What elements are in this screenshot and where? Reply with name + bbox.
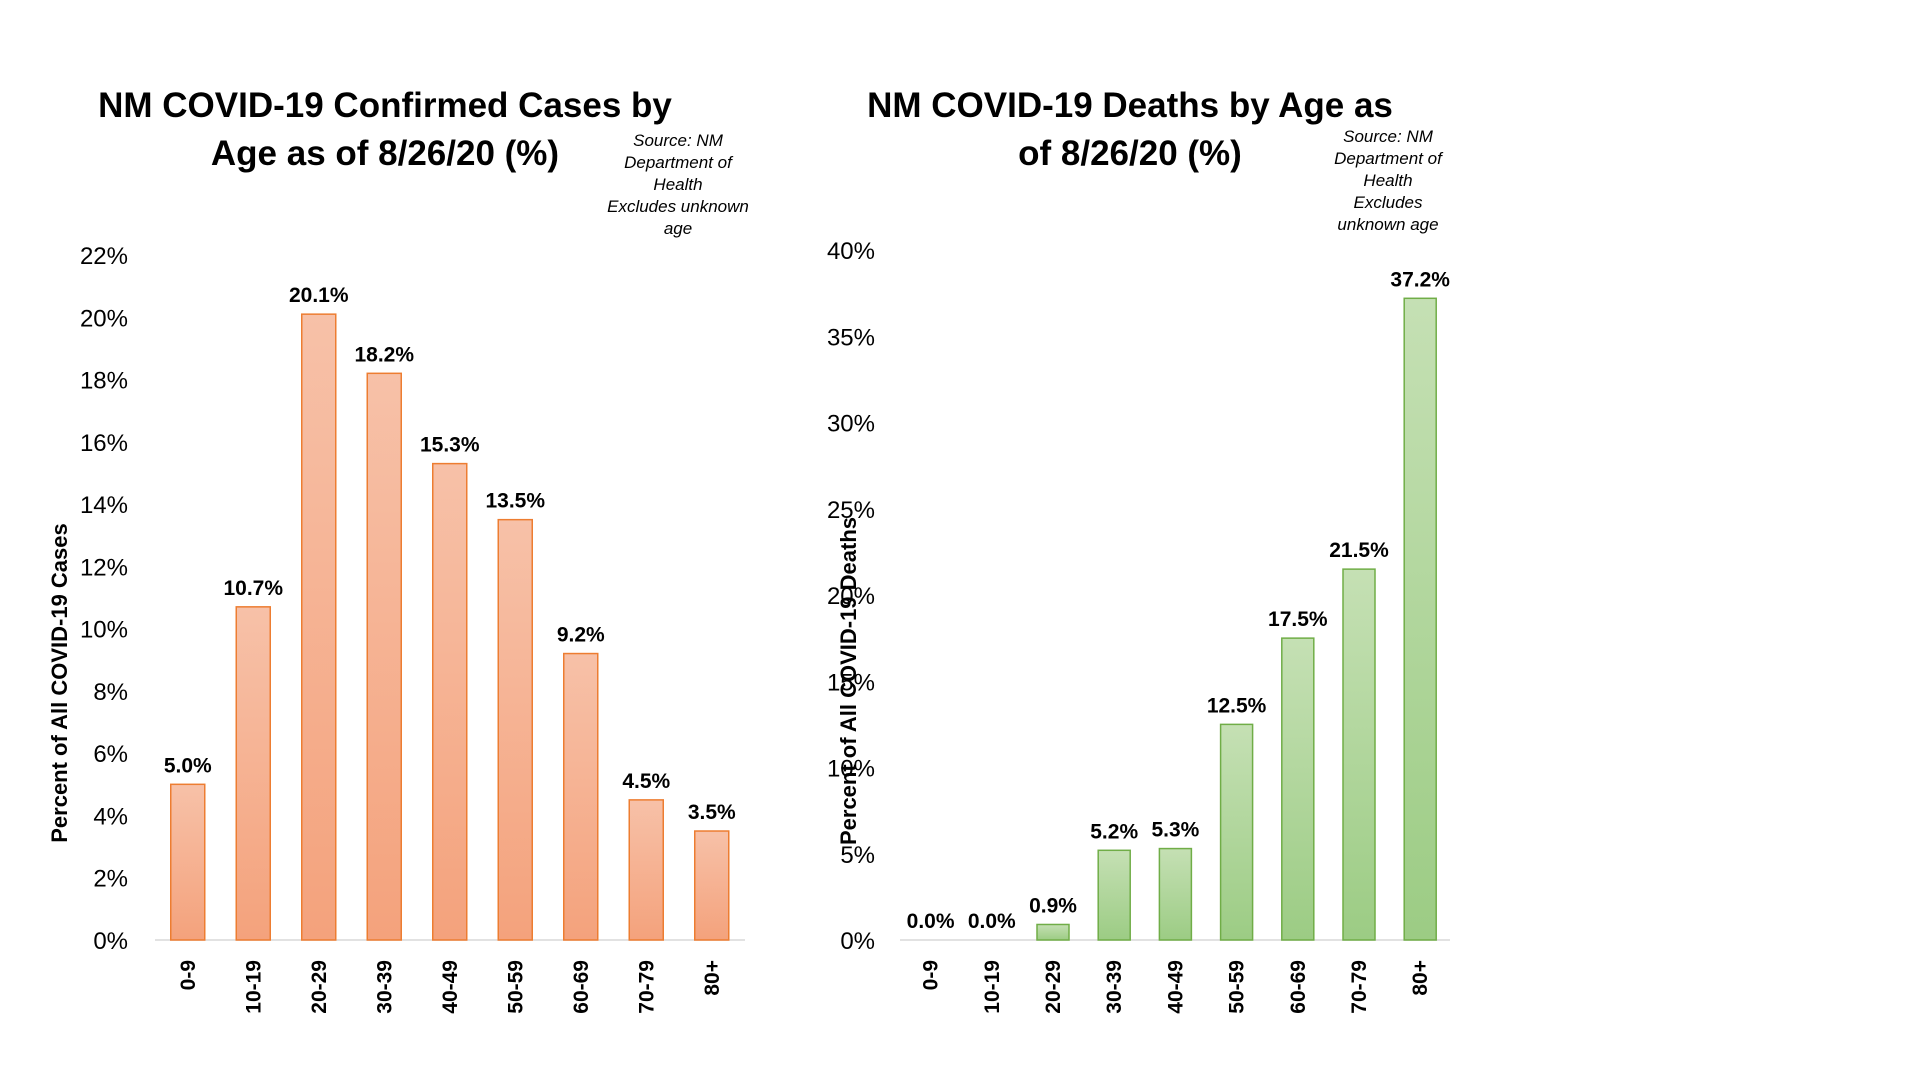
deaths-x-tick-label: 50-59 — [1226, 960, 1249, 1014]
deaths-bar-20-29 — [1036, 923, 1070, 941]
cases-data-label: 18.2% — [354, 343, 414, 366]
cases-bar-20-29 — [301, 313, 337, 941]
cases-x-tick-label: 20-29 — [308, 960, 331, 1014]
deaths-x-tick-label: 20-29 — [1042, 960, 1065, 1014]
deaths-x-tick-label: 30-39 — [1103, 960, 1126, 1014]
deaths-y-tick-label: 30% — [827, 411, 875, 438]
cases-bar-chart: 0% 2% 4% 6% 8% 10% 12% 14% 16% 18% 20% 22% 5.0% 0-9 10… — [80, 243, 745, 1014]
cases-y-tick-label: 16% — [80, 430, 128, 457]
deaths-bar-40-49 — [1158, 847, 1193, 941]
deaths-chart-title: NM COVID-19 Deaths by Age as of 8/26/20 … — [867, 86, 1393, 173]
cases-y-tick-label: 4% — [93, 803, 128, 830]
deaths-data-label: 0.0% — [968, 910, 1016, 933]
deaths-x-tick-label: 80+ — [1409, 960, 1432, 996]
cases-source-note: Source: NM Department of Health Excludes… — [607, 131, 749, 238]
cases-y-tick-label: 14% — [80, 492, 128, 519]
deaths-data-label: 17.5% — [1268, 608, 1328, 631]
cases-data-label: 4.5% — [622, 770, 670, 793]
cases-data-label: 10.7% — [223, 577, 283, 600]
deaths-x-tick-label: 0-9 — [920, 960, 943, 990]
deaths-x-tick-label: 70-79 — [1348, 960, 1371, 1014]
deaths-y-tick-label: 15% — [827, 669, 875, 696]
deaths-y-tick-label: 35% — [827, 324, 875, 351]
cases-x-tick-label: 70-79 — [635, 960, 658, 1014]
deaths-x-tick-label: 40-49 — [1164, 960, 1187, 1014]
deaths-y-tick-label: 0% — [840, 928, 875, 955]
deaths-y-tick-label: 5% — [840, 842, 875, 869]
cases-y-tick-label: 10% — [80, 617, 128, 644]
deaths-data-label: 5.2% — [1090, 820, 1138, 843]
cases-y-tick-label: 2% — [93, 866, 128, 893]
cases-y-tick-label: 0% — [93, 928, 128, 955]
deaths-bar-50-59 — [1219, 723, 1254, 941]
cases-x-tick-label: 50-59 — [504, 960, 527, 1014]
cases-x-tick-label: 30-39 — [373, 960, 396, 1014]
deaths-bar-70-79 — [1342, 568, 1376, 941]
cases-y-tick-label: 22% — [80, 243, 128, 270]
deaths-x-tick-label: 60-69 — [1287, 960, 1310, 1014]
cases-bar-10-19 — [235, 606, 271, 941]
deaths-bar-60-69 — [1281, 637, 1315, 941]
deaths-data-label: 0.0% — [907, 910, 955, 933]
cases-bar-50-59 — [497, 518, 533, 941]
cases-data-label: 20.1% — [289, 284, 349, 307]
deaths-y-tick-label: 40% — [827, 238, 875, 265]
deaths-y-tick-label: 25% — [827, 497, 875, 524]
cases-data-label: 9.2% — [557, 624, 605, 647]
deaths-y-tick-label: 20% — [827, 583, 875, 610]
deaths-y-tick-label: 10% — [827, 756, 875, 783]
deaths-data-label: 37.2% — [1390, 268, 1450, 291]
cases-x-tick-label: 60-69 — [570, 960, 593, 1014]
deaths-bar-30-39 — [1097, 849, 1131, 941]
deaths-data-label: 5.3% — [1151, 819, 1199, 842]
deaths-x-tick-label: 10-19 — [981, 960, 1004, 1014]
cases-data-label: 3.5% — [688, 801, 736, 824]
cases-bar-0-9 — [170, 783, 206, 941]
cases-data-label: 5.0% — [164, 754, 212, 777]
cases-chart-title: NM COVID-19 Confirmed Cases by Age as of… — [98, 86, 672, 173]
cases-bar-70-79 — [628, 799, 664, 941]
cases-chart-panel: NM COVID-19 Confirmed Cases by Age as of… — [0, 0, 800, 1080]
cases-y-tick-label: 6% — [93, 741, 128, 768]
cases-bar-40-49 — [432, 462, 468, 941]
deaths-data-label: 0.9% — [1029, 894, 1077, 917]
deaths-bar-chart: 0% 5% 10% 15% 20% 25% 30% 35% 40% 0.0% 0-9 0.0% 10-1… — [827, 238, 1450, 1014]
deaths-source-note: Source: NM Department of Health Excludes… — [1334, 127, 1442, 234]
cases-bar-60-69 — [563, 652, 599, 941]
cases-y-tick-label: 20% — [80, 305, 128, 332]
cases-bar-80+ — [694, 830, 730, 941]
cases-x-tick-label: 80+ — [701, 960, 724, 996]
cases-x-tick-label: 0-9 — [177, 960, 200, 990]
cases-y-tick-label: 12% — [80, 554, 128, 581]
deaths-chart-panel: NM COVID-19 Deaths by Age as of 8/26/20 … — [760, 0, 1520, 1080]
cases-data-label: 13.5% — [485, 490, 545, 513]
cases-x-tick-label: 10-19 — [242, 960, 265, 1014]
cases-data-label: 15.3% — [420, 434, 480, 457]
deaths-bar-80+ — [1403, 297, 1437, 941]
cases-y-tick-label: 18% — [80, 368, 128, 395]
deaths-data-label: 12.5% — [1207, 694, 1267, 717]
cases-x-tick-label: 40-49 — [439, 960, 462, 1014]
cases-bar-30-39 — [366, 372, 402, 941]
deaths-data-label: 21.5% — [1329, 539, 1389, 562]
cases-y-tick-label: 8% — [93, 679, 128, 706]
